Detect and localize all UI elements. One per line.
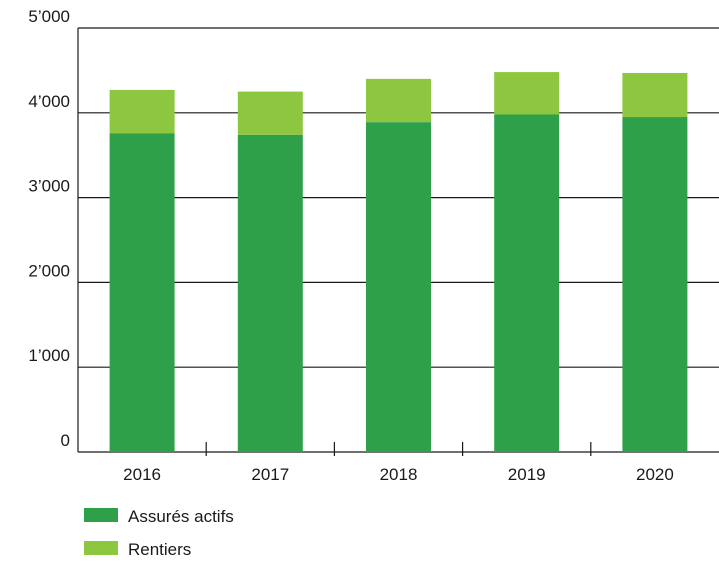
legend-label-assures-actifs: Assurés actifs: [128, 507, 234, 526]
x-tick-label: 2016: [123, 465, 161, 484]
y-tick-label: 2’000: [28, 261, 70, 280]
bar-rentiers-2020: [622, 72, 688, 118]
axis-layer: 0 1’000 2’000 3’000 4’000 5’000 2016 2017 2018 20…: [28, 7, 673, 484]
y-tick-label: 5’000: [28, 7, 70, 26]
y-tick-label: 0: [61, 431, 70, 450]
bar-rentiers-2018: [366, 78, 431, 123]
legend-swatch-rentiers: [84, 541, 118, 555]
x-tick-label: 2017: [251, 465, 289, 484]
bar-assures-actifs-2018: [366, 122, 431, 453]
x-tick-label: 2020: [636, 465, 674, 484]
x-tick-label: 2018: [380, 465, 418, 484]
bar-assures-actifs-2020: [622, 117, 688, 452]
legend-swatch-assures-actifs: [84, 508, 118, 522]
legend-label-rentiers: Rentiers: [128, 540, 191, 559]
bar-rentiers-2019: [494, 72, 560, 115]
y-tick-label: 3’000: [28, 177, 70, 196]
y-tick-label: 1’000: [28, 346, 70, 365]
y-tick-label: 4’000: [28, 92, 70, 111]
bar-assures-actifs-2019: [494, 114, 560, 452]
bars-layer: [109, 72, 688, 453]
bar-rentiers-2017: [237, 91, 303, 135]
legend: Assurés actifs Rentiers: [84, 507, 234, 559]
bar-assures-actifs-2016: [109, 133, 175, 453]
bar-assures-actifs-2017: [237, 134, 303, 452]
bar-rentiers-2016: [109, 89, 175, 134]
x-tick-label: 2019: [508, 465, 546, 484]
